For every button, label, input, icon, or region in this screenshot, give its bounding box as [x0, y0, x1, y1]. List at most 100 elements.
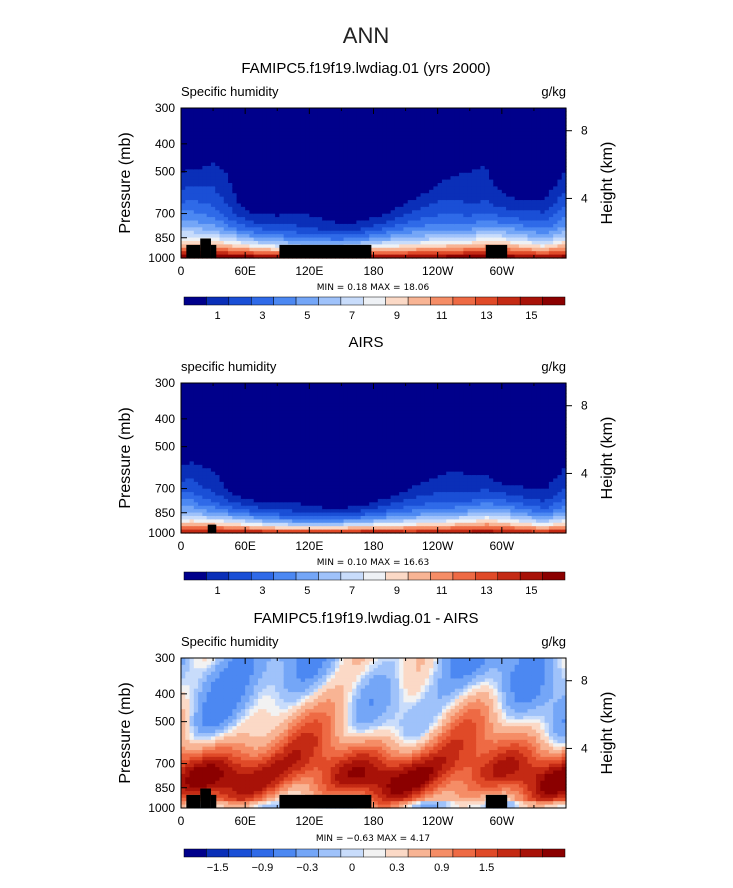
field-cell: [249, 485, 255, 490]
field-cell: [309, 135, 315, 140]
field-cell: [249, 400, 255, 405]
field-cell: [249, 183, 255, 188]
field-cell: [441, 247, 447, 252]
field-cell: [429, 213, 434, 218]
field-cell: [219, 430, 225, 435]
field-cell: [232, 176, 238, 181]
field-cell: [236, 172, 242, 177]
field-cell: [240, 403, 246, 408]
field-cell: [198, 492, 203, 497]
field-cell: [429, 223, 434, 228]
field-cell: [561, 186, 567, 191]
field-cell: [446, 240, 452, 245]
field-cell: [510, 176, 516, 181]
field-cell: [202, 406, 208, 411]
field-cell: [317, 145, 323, 150]
field-cell: [412, 193, 417, 198]
field-cell: [459, 108, 464, 113]
field-cell: [476, 176, 482, 181]
field-cell: [279, 230, 285, 235]
field-cell: [185, 125, 191, 130]
field-cell: [228, 206, 233, 211]
field-cell: [193, 400, 199, 405]
field-cell: [258, 206, 263, 211]
field-cell: [510, 183, 516, 188]
field-cell: [258, 230, 263, 235]
field-cell: [450, 172, 456, 177]
field-cell: [548, 135, 554, 140]
field-cell: [215, 186, 221, 191]
field-cell: [407, 196, 413, 201]
field-cell: [347, 227, 353, 232]
field-cell: [206, 162, 212, 167]
field-cell: [206, 227, 212, 232]
field-cell: [185, 451, 191, 456]
field-cell: [441, 183, 447, 188]
field-cell: [364, 210, 370, 215]
field-cell: [476, 118, 482, 123]
field-cell: [253, 468, 259, 473]
field-cell: [424, 227, 430, 232]
field-cell: [377, 142, 383, 147]
field-cell: [424, 203, 430, 208]
field-cell: [480, 196, 486, 201]
field-cell: [189, 169, 195, 174]
field-cell: [497, 200, 503, 205]
field-cell: [275, 220, 280, 225]
field-cell: [228, 176, 233, 181]
field-cell: [249, 152, 255, 157]
field-cell: [459, 169, 464, 174]
field-cell: [305, 152, 310, 157]
field-cell: [540, 189, 546, 194]
field-cell: [339, 220, 345, 225]
field-cell: [266, 203, 272, 208]
field-cell: [467, 159, 473, 164]
field-cell: [322, 240, 328, 245]
field-cell: [326, 159, 332, 164]
field-cell: [322, 148, 328, 153]
field-cell: [266, 430, 272, 435]
field-cell: [262, 389, 268, 394]
field-cell: [352, 162, 357, 167]
field-cell: [382, 118, 387, 123]
field-cell: [262, 478, 268, 483]
field-cell: [266, 386, 272, 391]
x-tick-label: 60W: [489, 264, 514, 278]
field-cell: [309, 159, 315, 164]
field-cell: [407, 145, 413, 150]
field-cell: [266, 220, 272, 225]
field-cell: [232, 396, 238, 401]
field-cell: [300, 125, 306, 130]
field-cell: [287, 234, 293, 239]
field-cell: [258, 495, 263, 500]
field-cell: [193, 417, 199, 422]
field-cell: [471, 179, 477, 184]
field-cell: [523, 210, 529, 215]
field-cell: [536, 169, 541, 174]
field-cell: [484, 128, 490, 133]
field-cell: [441, 131, 447, 136]
field-cell: [463, 142, 469, 147]
field-cell: [540, 196, 546, 201]
field-cell: [300, 179, 306, 184]
field-cell: [403, 125, 409, 130]
field-cell: [266, 189, 272, 194]
field-cell: [258, 512, 263, 517]
field-cell: [373, 118, 379, 123]
field-cell: [275, 234, 280, 239]
field-cell: [240, 162, 246, 167]
field-cell: [245, 230, 251, 235]
field-cell: [493, 223, 499, 228]
field-cell: [553, 108, 559, 113]
field-cell: [240, 240, 246, 245]
field-cell: [249, 220, 255, 225]
field-cell: [219, 230, 225, 235]
field-cell: [523, 114, 529, 119]
field-cell: [399, 183, 405, 188]
field-cell: [364, 183, 370, 188]
field-cell: [399, 227, 405, 232]
field-cell: [292, 206, 298, 211]
field-cell: [210, 437, 216, 442]
field-cell: [540, 200, 546, 205]
colorbar-swatch: [183, 296, 207, 306]
